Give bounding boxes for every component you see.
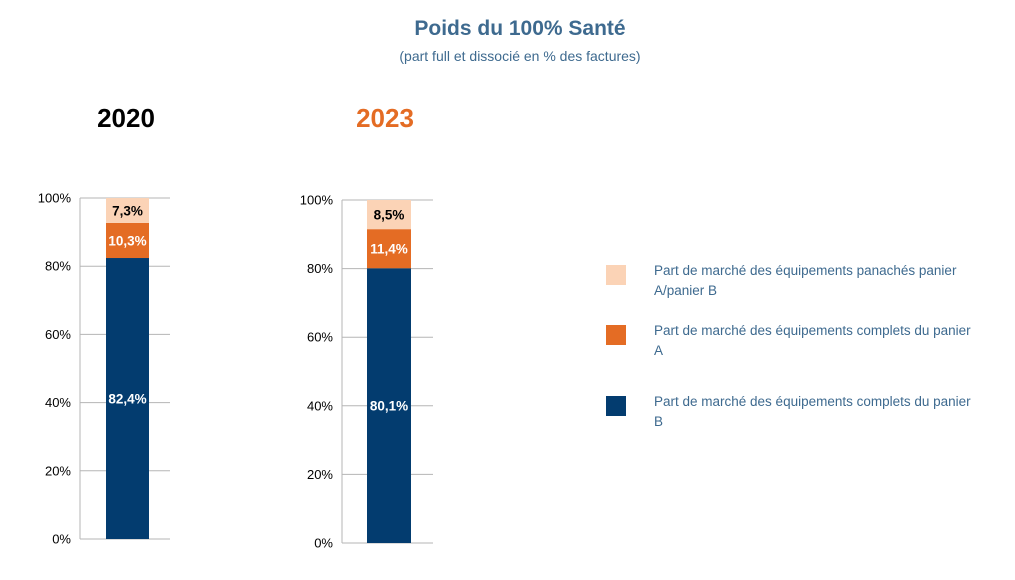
y-tick-label: 40%: [307, 398, 333, 413]
bar-segment: [106, 258, 149, 539]
bar-segment: [106, 198, 149, 223]
legend-label-panier-a: Part de marché des équipements complets …: [654, 323, 971, 358]
legend-swatch-panache: [606, 265, 626, 285]
bar-segment: [367, 200, 411, 230]
y-tick-label: 0%: [52, 532, 71, 547]
chart-subtitle: (part full et dissocié en % des factures…: [399, 48, 641, 64]
y-tick-label: 20%: [307, 467, 333, 482]
data-label: 11,4%: [370, 242, 408, 257]
legend-label-panache: Part de marché des équipements panachés …: [654, 263, 957, 298]
bar-segment: [367, 229, 411, 269]
y-tick-label: 80%: [307, 261, 333, 276]
legend-item-panier-a: Part de marché des équipements complets …: [606, 321, 1006, 365]
bar-segment: [367, 268, 411, 543]
y-tick-label: 80%: [45, 259, 71, 274]
bar-segment: [106, 222, 149, 259]
y-tick-label: 40%: [45, 395, 71, 410]
y-tick-label: 100%: [38, 191, 72, 206]
y-tick-label: 20%: [45, 463, 71, 478]
legend-swatch-panier-a: [606, 325, 626, 345]
y-tick-label: 60%: [307, 330, 333, 345]
year-label-2020: 2020: [97, 103, 155, 133]
chart-title: Poids du 100% Santé: [414, 17, 626, 40]
data-label: 10,3%: [108, 233, 146, 248]
legend-label-panier-b: Part de marché des équipements complets …: [654, 394, 971, 429]
legend-item-panier-b: Part de marché des équipements complets …: [606, 392, 1006, 436]
data-label: 80,1%: [370, 399, 408, 414]
y-tick-label: 100%: [300, 193, 334, 208]
year-label-2023: 2023: [356, 103, 414, 133]
y-tick-label: 0%: [314, 536, 333, 551]
legend-item-panache: Part de marché des équipements panachés …: [606, 261, 1006, 305]
data-label: 7,3%: [112, 203, 143, 218]
legend-swatch-panier-b: [606, 396, 626, 416]
data-label: 8,5%: [374, 208, 405, 223]
y-tick-label: 60%: [45, 327, 71, 342]
data-label: 82,4%: [108, 392, 146, 407]
